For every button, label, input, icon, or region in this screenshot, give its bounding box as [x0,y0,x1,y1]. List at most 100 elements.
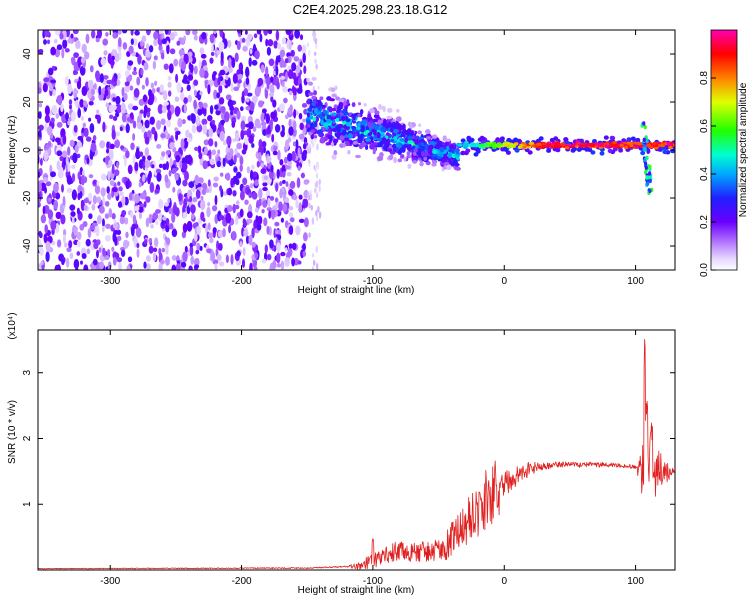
spectrogram-cell [154,80,158,86]
spectrogram-cell [258,152,262,163]
spectrogram-cell [455,150,460,155]
spectrogram-cell [407,139,414,145]
spectrogram-cell [104,213,110,220]
spectrogram-cell [200,53,207,59]
spectrogram-cell [256,30,262,35]
spectrogram-cell [67,83,73,94]
spectrogram-cell [272,99,277,108]
spectrogram-cell [116,161,119,169]
spectrogram-cell [117,201,123,208]
spectrogram-cell [251,241,256,248]
spectrogram-cell [616,145,621,149]
spectrogram-cell [183,97,188,105]
spectrogram-cell [185,30,191,36]
spectrogram-cell [208,128,214,138]
spectrogram-cell [56,121,63,128]
spectrogram-cell [88,213,93,220]
spectrogram-cell [365,129,370,134]
spectrogram-cell [98,85,102,96]
colorbar-gradient [711,30,737,270]
spectrogram-cell [275,182,279,192]
spectrogram-cell [289,104,293,113]
spectrogram-cell [296,87,303,94]
spectrogram-cell [448,148,454,153]
spectrogram-cell [646,143,652,147]
spectrogram-cell [303,180,309,185]
spectrogram-cell [73,70,79,75]
spectrogram-cell [165,237,171,246]
spectrogram-cell [69,204,76,211]
spectrogram-cell [92,134,97,142]
spectrogram-cell [301,44,307,56]
spectrogram-cell [564,146,570,150]
spectrogram-cell [133,88,140,98]
spectrogram-cell [441,158,446,164]
spectrogram-cell [268,156,272,162]
spectrogram-cell [136,248,140,258]
x-tick-label: -300 [100,576,120,587]
spectrogram-cell [159,156,165,161]
spectrogram-cell [245,97,250,103]
spectrogram-cell [207,202,211,207]
spectrogram-cell [315,182,318,188]
spectrogram-cell [151,126,156,135]
spectrogram-cell [316,161,320,170]
spectrogram-cell [200,195,204,201]
spectrogram-cell [242,247,246,256]
spectrogram-cell [287,69,294,80]
spectrogram-cell [80,57,86,64]
spectrogram-cell [314,58,317,64]
spectrogram-cell [263,217,268,227]
spectrogram-cell [92,258,98,266]
spectrogram-cell [141,35,147,43]
spectrogram-cell [192,196,198,203]
spectrogram-cell [407,135,413,141]
spectrogram-cell [407,121,412,127]
spectrogram-cell [85,136,92,142]
spectrogram-cell [266,253,272,261]
spectrogram-cell [382,122,386,127]
spectrogram-cell [145,217,150,228]
spectrogram-cell [444,141,450,147]
spectrogram-cell [71,110,76,122]
spectrogram-cell [278,201,283,212]
spectrogram-cell [331,127,337,133]
spectrogram-cell [257,100,264,108]
spectrogram-cell [44,224,48,234]
spectrogram-cell [62,134,67,145]
spectrogram-cell [393,157,397,164]
colorbar-tick-label: 0.4 [699,167,710,181]
spectrogram-cell [357,123,361,127]
spectrogram-cell [513,137,519,142]
spectrogram-cell [232,190,237,197]
spectrogram-cell [132,214,137,225]
spectrogram-cell [307,191,310,200]
spectrogram-cell [162,163,167,171]
spectrogram-cell [199,67,205,78]
spectrogram-cell [287,160,292,166]
spectrogram-cell [234,147,238,155]
spectrogram-cell [216,160,222,168]
spectrogram-cell [314,165,318,173]
spectrogram-cell [193,257,200,267]
spectrogram-cell [307,159,311,164]
spectrogram-cell [279,103,285,112]
spectrogram-cell [306,77,310,83]
spectrogram-cell [271,133,275,143]
spectrogram-cell [619,143,624,147]
spectrogram-cell [85,238,91,247]
spectrogram-cell [256,160,260,168]
spectrogram-cell [139,151,144,157]
spectrogram-cell [222,139,227,146]
spectrogram-cell [107,192,112,200]
spectrogram-cell [68,240,73,249]
spectrogram-cell [217,229,224,238]
spectrogram-cell [248,121,254,130]
spectrogram-cell [243,81,247,89]
spectrogram-cell [287,137,292,143]
snr-series-line [38,339,675,570]
spectrogram-cell [106,79,113,85]
spectrogram-cell [275,65,279,76]
spectrogram-cell [75,267,79,270]
spectrogram-cell [291,150,296,162]
